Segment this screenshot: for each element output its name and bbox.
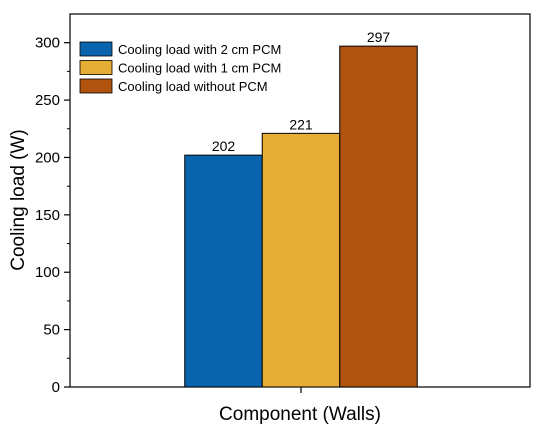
bar-value-label-1: 202 bbox=[212, 138, 236, 154]
bars-group bbox=[184, 45, 418, 388]
data-labels-group: 202 221 297 bbox=[212, 29, 391, 154]
legend: Cooling load with 2 cm PCM Cooling load w… bbox=[79, 41, 281, 94]
x-axis-title: Component (Walls) bbox=[219, 404, 381, 425]
legend-swatch-2 bbox=[79, 60, 113, 75]
y-axis-title: Cooling load (W) bbox=[8, 129, 29, 271]
bar-1 bbox=[184, 154, 263, 388]
y-tick-label-300: 300 bbox=[35, 35, 60, 52]
bar-3 bbox=[339, 45, 418, 388]
legend-label-3: Cooling load without PCM bbox=[118, 79, 268, 94]
legend-label-2: Cooling load with 1 cm PCM bbox=[118, 61, 281, 76]
legend-swatch-3 bbox=[79, 78, 113, 94]
bar-2 bbox=[261, 132, 341, 388]
y-tick-label-100: 100 bbox=[35, 264, 60, 281]
y-axis: 0 50 100 150 200 250 300 bbox=[35, 35, 302, 396]
y-tick-label-150: 150 bbox=[35, 207, 60, 224]
y-tick-label-200: 200 bbox=[35, 149, 60, 166]
legend-label-1: Cooling load with 2 cm PCM bbox=[118, 42, 281, 57]
y-tick-label-50: 50 bbox=[43, 322, 60, 339]
y-tick-label-250: 250 bbox=[35, 92, 60, 109]
legend-swatch-1 bbox=[79, 41, 113, 57]
y-tick-label-0: 0 bbox=[52, 379, 60, 396]
bar-value-label-3: 297 bbox=[367, 29, 391, 45]
bar-value-label-2: 221 bbox=[289, 116, 313, 132]
